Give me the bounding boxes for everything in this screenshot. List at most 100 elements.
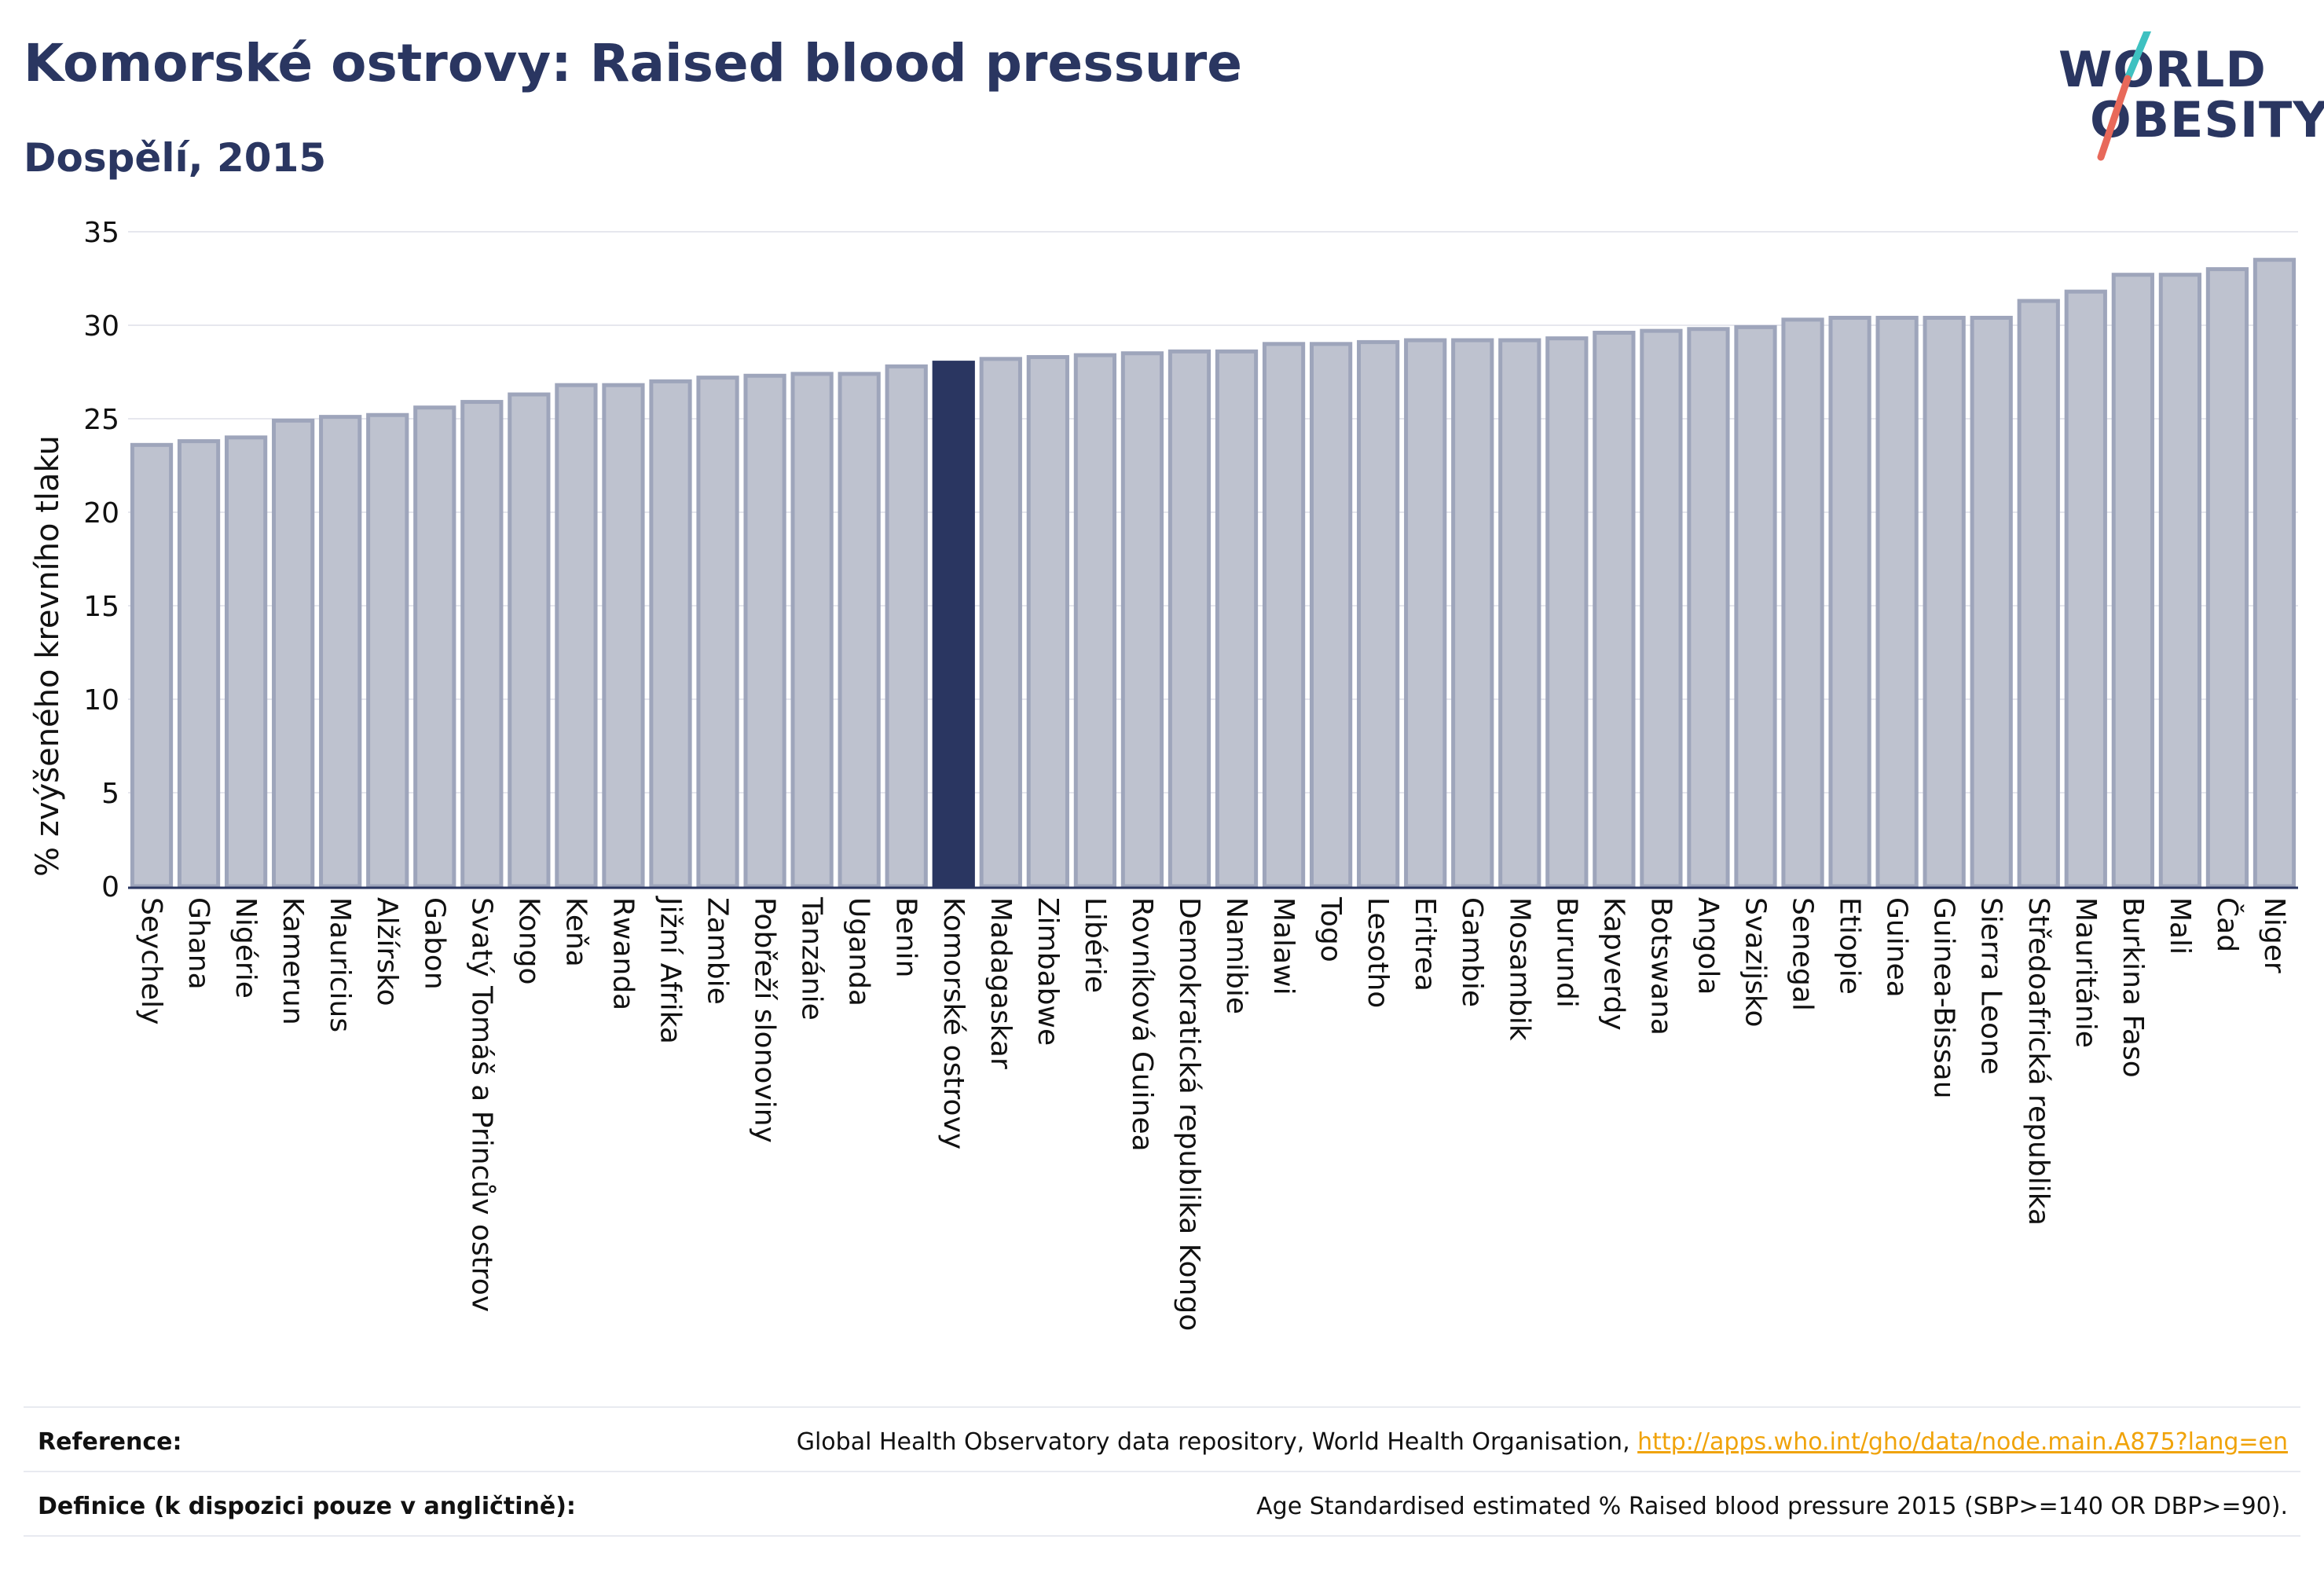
x-tick-label: Senegal [1787, 897, 1819, 1011]
bar [2111, 273, 2154, 889]
reference-link[interactable]: http://apps.who.int/gho/data/node.main.A… [1637, 1428, 2288, 1456]
x-tick-label: Niger [2258, 897, 2290, 973]
bar [932, 361, 975, 889]
x-tick-label: Gambie [1456, 897, 1488, 1007]
bar [366, 412, 409, 889]
logo-slash-icon [2097, 31, 2152, 161]
bar [508, 392, 551, 889]
x-tick-label: Guinea-Bissau [1928, 897, 1960, 1099]
x-tick-label: Lesotho [1362, 897, 1394, 1008]
bar [413, 405, 456, 889]
x-tick-label: Etiopie [1834, 897, 1866, 995]
x-tick-label: Burundi [1550, 897, 1582, 1008]
x-tick-label: Komorské ostrovy [937, 897, 970, 1149]
reference-source: Global Health Observatory data repositor… [797, 1428, 2288, 1456]
x-tick-label: Mauritánie [2069, 897, 2102, 1048]
logo-line-1: WORLD [2058, 41, 2267, 98]
x-tick-label: Svazijsko [1739, 897, 1772, 1027]
definition-label: Definice (k dispozici pouze v angličtině… [38, 1493, 576, 1520]
bar [696, 376, 739, 889]
reference-label: Reference: [38, 1428, 182, 1456]
x-tick-label: Uganda [843, 897, 875, 1006]
bars [130, 258, 2297, 889]
x-tick-label: Libérie [1079, 897, 1111, 993]
x-tick-label: Rwanda [607, 897, 639, 1010]
chart-subtitle: Dospělí, 2015 [24, 135, 327, 181]
x-tick-label: Seychely [135, 897, 167, 1024]
bar [1167, 349, 1211, 889]
x-tick-label: Kapverdy [1597, 897, 1629, 1031]
bar [1781, 317, 1824, 889]
bar [2158, 273, 2202, 889]
x-tick-label: Ghana [182, 897, 214, 990]
x-tick-label: Gabon [418, 897, 450, 990]
x-tick-label: Mali [2164, 897, 2196, 955]
y-axis-label: % zvýšeného krevního tlaku [30, 435, 66, 877]
y-tick-label: 15 [83, 591, 119, 623]
bar [1357, 339, 1400, 889]
bar [224, 435, 268, 889]
x-tick-label: Botswana [1644, 897, 1677, 1035]
bar [555, 383, 598, 889]
x-tick-label: Kamerun [277, 897, 309, 1025]
bar [1828, 315, 1871, 889]
bar [743, 373, 786, 889]
bar [1026, 354, 1069, 889]
y-tick-label: 10 [83, 684, 119, 717]
bar [1970, 315, 2013, 889]
x-tick-label: Jižní Afrika [654, 896, 687, 1044]
x-tick-label: Pobřeží slonoviny [749, 897, 781, 1143]
bar [319, 415, 362, 889]
footer-divider-top [24, 1406, 2300, 1408]
bar [2064, 289, 2107, 889]
y-tick-label: 30 [83, 310, 119, 343]
x-tick-label: Madagaskar [984, 897, 1017, 1069]
definition-text: Age Standardised estimated % Raised bloo… [1256, 1493, 2288, 1520]
bar [1073, 353, 1117, 889]
bar [2017, 299, 2060, 889]
bar [602, 383, 645, 889]
footer-divider-bottom [24, 1535, 2300, 1537]
x-tick-label: Guinea [1881, 897, 1913, 998]
bar [790, 372, 834, 889]
y-tick-label: 35 [83, 217, 119, 249]
x-tick-label: Namibie [1220, 897, 1252, 1014]
logo-line-2: OBESITY [2090, 91, 2324, 148]
bar [1404, 338, 1447, 889]
x-tick-label: Svatý Tomáš a Princův ostrov [465, 897, 497, 1312]
x-tick-label: Čad [2211, 897, 2244, 952]
x-tick-label: Malawi [1267, 897, 1299, 995]
y-tick-label: 5 [101, 778, 119, 810]
bar [460, 400, 504, 889]
bar [838, 372, 881, 889]
y-tick-label: 0 [101, 871, 119, 903]
x-tick-label: Tanzánie [796, 896, 828, 1021]
chart-title: Komorské ostrovy: Raised blood pressure [24, 33, 1243, 93]
bar [272, 418, 315, 889]
bar [1451, 338, 1494, 889]
bar [130, 442, 174, 889]
bar [1923, 315, 1966, 889]
bar [979, 357, 1022, 889]
x-tick-label: Keňa [559, 897, 592, 967]
bar [1593, 331, 1636, 889]
bar [649, 379, 692, 889]
x-tick-label: Alžírsko [371, 897, 403, 1006]
world-obesity-logo: WORLD OBESITY [2051, 31, 2324, 165]
x-tick-label: Angola [1692, 897, 1724, 995]
x-tick-label: Sierra Leone [1975, 897, 2007, 1075]
x-tick-label: Benin [890, 897, 922, 977]
y-tick-label: 20 [83, 497, 119, 530]
bar [1309, 342, 1353, 889]
x-tick-label: Zambie [702, 897, 734, 1005]
x-tick-label: Nigérie [229, 897, 262, 999]
bar [1734, 324, 1777, 889]
x-tick-label: Mauricius [324, 897, 356, 1032]
bar [1640, 328, 1683, 889]
bar [1120, 351, 1164, 889]
x-tick-label: Togo [1314, 896, 1347, 962]
bar [885, 364, 928, 889]
reference-text: Global Health Observatory data repositor… [796, 1428, 1638, 1456]
x-tick-label: Demokratická republika Kongo [1173, 897, 1205, 1331]
x-tick-label: Burkina Faso [2117, 897, 2149, 1078]
